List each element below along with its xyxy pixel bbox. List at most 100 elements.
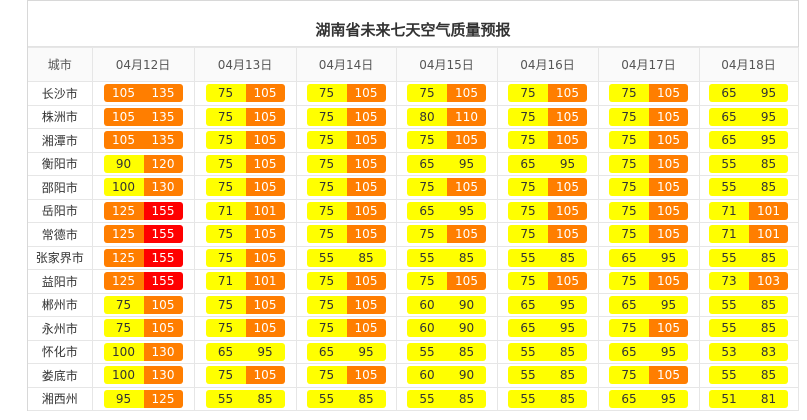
forecast-cell: 65 95 — [698, 81, 799, 106]
aqi-high-value: 105 — [649, 107, 688, 126]
aqi-range-badge: 55 85 — [407, 248, 486, 267]
forecast-cell: 75 105 — [597, 104, 700, 129]
aqi-high-value: 105 — [245, 107, 285, 126]
forecast-cell: 75 105 — [193, 175, 297, 200]
aqi-high-value: 95 — [649, 295, 688, 314]
forecast-cell: 75 105 — [295, 128, 397, 153]
aqi-low-value: 75 — [306, 178, 347, 197]
aqi-low-value: 75 — [306, 107, 347, 126]
aqi-high-value: 105 — [649, 201, 688, 220]
aqi-low-value: 125 — [103, 272, 144, 291]
aqi-low-value: 75 — [205, 131, 246, 150]
aqi-low-value: 75 — [508, 201, 548, 220]
city-column-header: 城市 — [28, 47, 93, 82]
aqi-range-badge: 55 85 — [306, 389, 386, 408]
forecast-cell: 75 105 — [193, 128, 297, 153]
aqi-low-value: 125 — [103, 201, 144, 220]
aqi-high-value: 95 — [649, 248, 688, 267]
aqi-low-value: 75 — [508, 84, 548, 103]
aqi-high-value: 85 — [548, 366, 587, 385]
aqi-range-badge: 55 85 — [407, 389, 486, 408]
aqi-range-badge: 125 155 — [103, 248, 183, 267]
aqi-low-value: 75 — [205, 154, 246, 173]
aqi-range-badge: 71 101 — [205, 272, 285, 291]
aqi-range-badge: 75 105 — [306, 225, 386, 244]
aqi-high-value: 105 — [346, 272, 386, 291]
aqi-high-value: 105 — [245, 154, 285, 173]
aqi-range-badge: 75 105 — [609, 366, 688, 385]
aqi-range-badge: 75 105 — [205, 131, 285, 150]
aqi-high-value: 85 — [447, 248, 486, 267]
aqi-low-value: 75 — [205, 248, 246, 267]
forecast-cell: 53 83 — [698, 339, 799, 364]
aqi-range-badge: 75 105 — [306, 178, 386, 197]
aqi-low-value: 100 — [103, 366, 144, 385]
aqi-high-value: 95 — [346, 342, 386, 361]
table-row: 衡阳市 90 120 75 105 75 105 65 95 65 95 75 105 55 85 — [28, 151, 799, 176]
aqi-low-value: 65 — [508, 295, 548, 314]
forecast-cell: 71 101 — [698, 198, 799, 223]
aqi-high-value: 105 — [548, 272, 587, 291]
aqi-low-value: 75 — [508, 131, 548, 150]
aqi-low-value: 55 — [508, 366, 548, 385]
aqi-low-value: 75 — [609, 178, 649, 197]
forecast-cell: 75 105 — [395, 269, 498, 294]
aqi-range-badge: 75 105 — [407, 178, 486, 197]
aqi-low-value: 75 — [609, 319, 649, 338]
aqi-low-value: 55 — [407, 248, 447, 267]
aqi-high-value: 130 — [143, 342, 183, 361]
page-title: 湖南省未来七天空气质量预报 — [28, 1, 798, 47]
forecast-cell: 100 130 — [91, 175, 195, 200]
aqi-high-value: 85 — [548, 248, 587, 267]
aqi-low-value: 75 — [205, 295, 246, 314]
aqi-range-badge: 75 105 — [306, 84, 386, 103]
aqi-high-value: 105 — [548, 225, 587, 244]
aqi-low-value: 65 — [508, 154, 548, 173]
aqi-low-value: 65 — [709, 107, 749, 126]
aqi-low-value: 75 — [609, 131, 649, 150]
aqi-high-value: 105 — [346, 131, 386, 150]
aqi-high-value: 85 — [749, 154, 788, 173]
aqi-high-value: 105 — [245, 84, 285, 103]
aqi-high-value: 105 — [649, 272, 688, 291]
aqi-high-value: 81 — [749, 389, 788, 408]
aqi-range-badge: 75 105 — [609, 178, 688, 197]
forecast-cell: 75 105 — [295, 104, 397, 129]
forecast-cell: 75 105 — [193, 151, 297, 176]
aqi-low-value: 73 — [709, 272, 749, 291]
aqi-range-badge: 73 103 — [709, 272, 788, 291]
city-name: 娄底市 — [28, 363, 93, 388]
aqi-high-value: 105 — [245, 248, 285, 267]
forecast-cell: 125 155 — [91, 222, 195, 247]
aqi-range-badge: 75 105 — [205, 178, 285, 197]
forecast-cell: 75 105 — [597, 198, 700, 223]
aqi-range-badge: 75 105 — [306, 319, 386, 338]
aqi-range-badge: 65 95 — [407, 201, 486, 220]
table-row: 益阳市 125 155 71 101 75 105 75 105 75 105 75 105 73 103 — [28, 269, 799, 294]
forecast-cell: 75 105 — [91, 292, 195, 317]
aqi-high-value: 135 — [143, 107, 183, 126]
aqi-range-badge: 65 95 — [709, 107, 788, 126]
aqi-high-value: 105 — [548, 201, 587, 220]
forecast-cell: 71 101 — [193, 198, 297, 223]
aqi-range-badge: 75 105 — [205, 366, 285, 385]
forecast-cell: 75 105 — [193, 222, 297, 247]
aqi-high-value: 105 — [346, 319, 386, 338]
table-row: 长沙市 105 135 75 105 75 105 75 105 75 105 75 105 65 95 — [28, 81, 799, 106]
aqi-range-badge: 100 130 — [103, 366, 183, 385]
forecast-cell: 73 103 — [698, 269, 799, 294]
forecast-cell: 55 85 — [193, 386, 297, 411]
aqi-low-value: 71 — [709, 201, 749, 220]
aqi-range-badge: 71 101 — [709, 201, 788, 220]
aqi-high-value: 95 — [548, 319, 587, 338]
date-column-header: 04月16日 — [496, 47, 599, 82]
aqi-range-badge: 105 135 — [103, 131, 183, 150]
forecast-cell: 65 95 — [698, 128, 799, 153]
aqi-high-value: 105 — [346, 225, 386, 244]
aqi-high-value: 105 — [548, 84, 587, 103]
aqi-range-badge: 75 105 — [306, 154, 386, 173]
aqi-low-value: 51 — [709, 389, 749, 408]
aqi-low-value: 75 — [508, 225, 548, 244]
aqi-range-badge: 65 95 — [609, 389, 688, 408]
aqi-high-value: 85 — [548, 389, 587, 408]
